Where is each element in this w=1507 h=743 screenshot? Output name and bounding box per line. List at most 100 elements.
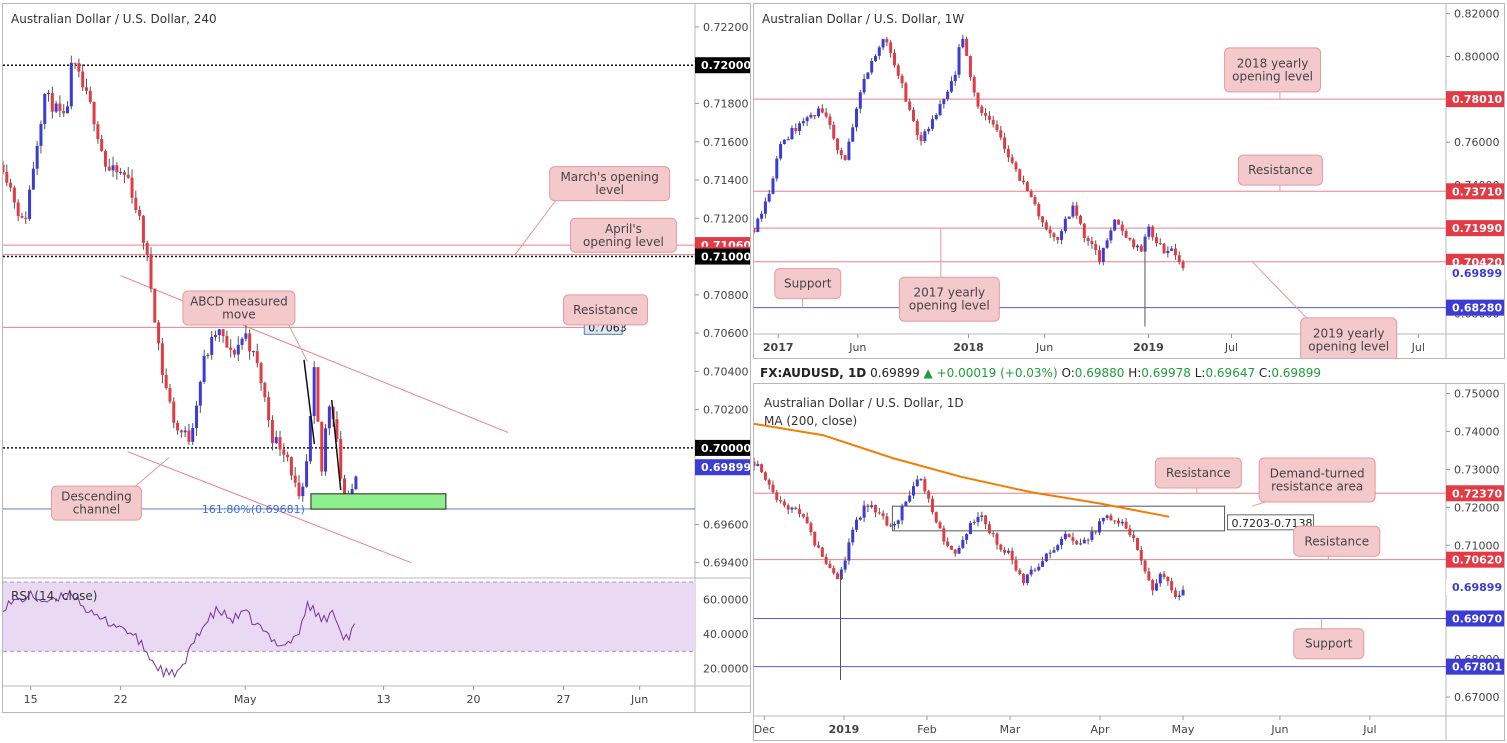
price-axis-tick-label: 0.82000: [1454, 8, 1500, 21]
price-level-tag: [695, 248, 750, 265]
candle-body: [949, 545, 953, 550]
candle-body: [1079, 215, 1083, 224]
rsi-label: RSI (14, close): [11, 589, 97, 603]
candle-body: [1033, 569, 1037, 571]
rsi-tick-label: 40.0000: [703, 628, 749, 641]
candle-body: [1105, 515, 1109, 518]
callout-box: [898, 276, 1000, 322]
h4-chart-svg[interactable]: 0.72200 0.71800 0.71600 0.71400 0.71200 0.708…: [3, 4, 751, 713]
candle-body: [779, 144, 783, 159]
candle-body: [968, 55, 972, 78]
candle-body: [96, 124, 100, 140]
time-axis-tick-label: 27: [557, 693, 571, 706]
time-axis-tick-label: 15: [24, 693, 38, 706]
candle-body: [809, 114, 813, 118]
callout-box: [1258, 457, 1376, 503]
price-level-tag-label: 0.70620: [1452, 554, 1502, 567]
ohlc-open: 0.69880: [1074, 366, 1125, 380]
candle-body: [324, 428, 328, 472]
h4-chart-panel[interactable]: 0.72200 0.71800 0.71600 0.71400 0.71200 0.708…: [2, 3, 751, 713]
candle-body: [31, 168, 35, 190]
weekly-chart-title: Australian Dollar / U.S. Dollar, 1W: [762, 12, 965, 26]
candle-body: [881, 39, 885, 48]
price-axis-tick-label: 0.73000: [1454, 463, 1500, 476]
candle-body: [1124, 230, 1128, 238]
candle-body: [756, 218, 760, 233]
candle-body: [12, 187, 16, 203]
candle-body: [855, 519, 859, 530]
callout-label: 2019 yearly: [1313, 326, 1385, 340]
price-axis-tick-label: 0.74000: [1454, 425, 1500, 438]
callout-box: [563, 294, 649, 326]
candle-body: [354, 476, 358, 490]
candle-body: [767, 479, 771, 485]
candle-body: [786, 505, 790, 510]
callout-box: [569, 217, 677, 253]
candle-body: [843, 560, 847, 570]
candle-body: [1082, 539, 1086, 544]
candle-body: [160, 343, 164, 375]
candle-body: [1006, 148, 1010, 158]
candle-body: [809, 523, 813, 533]
candle-body: [1158, 573, 1162, 584]
candle-body: [911, 486, 915, 496]
candle-body: [1010, 550, 1014, 561]
candle-body: [775, 158, 779, 179]
candle-body: [900, 75, 904, 84]
candle-body: [1116, 219, 1120, 225]
candle-body: [987, 115, 991, 120]
candle-body: [1109, 515, 1113, 521]
candle-body: [892, 52, 896, 66]
callout-label: Resistance: [1248, 163, 1313, 177]
candle-body: [278, 437, 282, 450]
weekly-chart-panel[interactable]: 0.820000.800000.760000.740000.720000.700…: [753, 3, 1505, 359]
candle-body: [1075, 205, 1079, 216]
candle-body: [904, 501, 908, 506]
candle-body: [771, 484, 775, 493]
candle-body: [1166, 250, 1170, 254]
ohlc-low: 0.69647: [1205, 366, 1256, 380]
candle-body: [5, 171, 9, 183]
candle-body: [350, 489, 354, 498]
candle-body: [820, 108, 824, 113]
candle-body: [805, 117, 809, 122]
candle-body: [885, 516, 889, 526]
candle-body: [335, 419, 339, 439]
candle-body: [839, 569, 843, 579]
candle-body: [1162, 243, 1166, 254]
candle-body: [1132, 239, 1136, 248]
candle-body: [1010, 157, 1014, 163]
candle-body: [832, 567, 836, 574]
callout-label: Support: [1305, 637, 1353, 651]
candle-body: [1135, 538, 1139, 550]
weekly-chart-svg[interactable]: 0.820000.800000.760000.740000.720000.700…: [754, 4, 1505, 359]
candle-body: [923, 479, 927, 492]
candle-body: [1162, 573, 1166, 577]
candle-body: [980, 106, 984, 114]
price-level-tag: [1446, 551, 1504, 568]
candle-body: [946, 541, 950, 546]
demand-resistance-zone: [891, 505, 1226, 532]
candle-body: [976, 92, 980, 107]
candle-body: [908, 495, 912, 502]
candle-body: [179, 430, 183, 433]
candle-body: [919, 135, 923, 142]
daily-chart-panel[interactable]: 0.750000.740000.730000.720000.710000.680…: [753, 383, 1505, 741]
callout-label: Descending: [61, 490, 132, 504]
candle-body: [824, 556, 828, 564]
candle-body: [274, 437, 278, 443]
price-level-tag: [1446, 299, 1504, 316]
candle-body: [293, 475, 297, 483]
candle-body: [847, 141, 851, 160]
callout-box: [774, 268, 842, 300]
candle-body: [1018, 169, 1022, 181]
candle-body: [1105, 240, 1109, 248]
callout-box: [50, 485, 142, 521]
daily-chart-svg[interactable]: 0.750000.740000.730000.720000.710000.680…: [754, 384, 1505, 741]
candle-body: [836, 573, 840, 579]
candle-body: [771, 178, 775, 194]
time-axis-tick-label: May: [234, 693, 257, 706]
candle-body: [1075, 540, 1079, 545]
candle-body: [938, 522, 942, 529]
up-arrow-icon: ▲: [923, 366, 933, 380]
